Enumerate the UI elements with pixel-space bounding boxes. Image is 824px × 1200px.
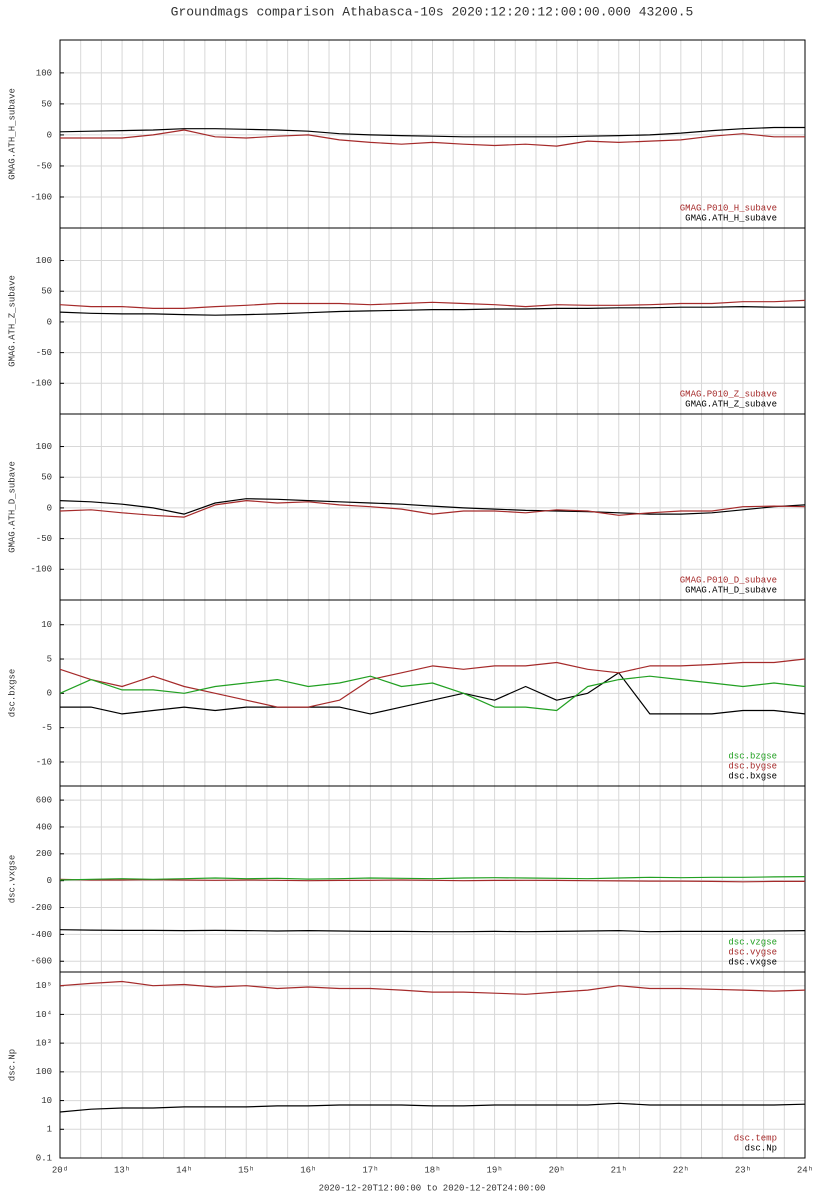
y-tick-label: -600 xyxy=(30,957,52,967)
y-tick-label: 0 xyxy=(47,503,52,513)
y-tick-label: 5 xyxy=(47,654,52,664)
y-tick-label: -100 xyxy=(30,192,52,202)
legend-entry: GMAG.ATH_Z_subave xyxy=(685,399,777,409)
legend-entry: dsc.temp xyxy=(734,1133,777,1143)
y-tick-label: 600 xyxy=(36,795,52,805)
x-tick-label: 24ʰ xyxy=(797,1165,813,1175)
x-tick-label: 20ᵈ xyxy=(52,1165,68,1175)
legend-entry: dsc.bxgse xyxy=(728,771,777,781)
legend-entry: GMAG.ATH_H_subave xyxy=(685,213,777,223)
y-tick-label: -100 xyxy=(30,565,52,575)
y-tick-label: 0 xyxy=(47,689,52,699)
y-tick-label: -50 xyxy=(36,348,52,358)
y-tick-label: -5 xyxy=(41,723,52,733)
chart-title: Groundmags comparison Athabasca-10s 2020… xyxy=(171,4,694,19)
x-tick-label: 19ʰ xyxy=(486,1165,502,1175)
y-tick-label: 400 xyxy=(36,822,52,832)
legend-entry: dsc.vygse xyxy=(728,947,777,957)
x-tick-label: 16ʰ xyxy=(300,1165,316,1175)
legend-entry: dsc.bygse xyxy=(728,761,777,771)
y-tick-label: 10³ xyxy=(36,1039,52,1049)
x-tick-label: 18ʰ xyxy=(424,1165,440,1175)
y-tick-label: 0 xyxy=(47,130,52,140)
legend-entry: GMAG.P010_Z_subave xyxy=(680,389,777,399)
x-tick-label: 17ʰ xyxy=(362,1165,378,1175)
line-series xyxy=(60,672,806,715)
y-tick-label: 100 xyxy=(36,256,52,266)
x-tick-label: 21ʰ xyxy=(611,1165,627,1175)
legend-entry: GMAG.ATH_D_subave xyxy=(685,585,777,595)
y-tick-label: -50 xyxy=(36,534,52,544)
y-axis-label: GMAG.ATH_D_subave xyxy=(7,461,17,553)
line-series xyxy=(59,876,806,881)
line-series xyxy=(59,980,806,995)
line-series xyxy=(59,675,806,712)
y-tick-label: 10 xyxy=(41,620,52,630)
x-tick-label: 22ʰ xyxy=(673,1165,689,1175)
x-tick-label: 23ʰ xyxy=(735,1165,751,1175)
line-series xyxy=(59,878,805,883)
y-tick-label: 0.1 xyxy=(36,1153,52,1163)
line-series xyxy=(60,129,805,147)
x-axis-label: 2020-12-20T12:00:00 to 2020-12-20T24:00:… xyxy=(319,1183,546,1193)
y-tick-label: -100 xyxy=(30,379,52,389)
y-tick-label: 50 xyxy=(41,287,52,297)
y-axis-label: dsc.bxgse xyxy=(7,669,17,718)
y-axis-label: GMAG.ATH_Z_subave xyxy=(7,275,17,367)
panel-frame xyxy=(59,971,806,1159)
legend-entry: GMAG.P010_D_subave xyxy=(680,575,777,585)
legend-entry: dsc.bzgse xyxy=(728,751,777,761)
y-tick-label: 50 xyxy=(41,473,52,483)
y-tick-label: -400 xyxy=(30,930,52,940)
x-tick-label: 14ʰ xyxy=(176,1165,192,1175)
y-tick-label: -200 xyxy=(30,903,52,913)
legend-entry: dsc.Np xyxy=(745,1143,777,1153)
y-tick-label: 0 xyxy=(47,876,52,886)
y-tick-label: 50 xyxy=(41,99,52,109)
x-tick-label: 20ʰ xyxy=(549,1165,565,1175)
y-tick-label: 10 xyxy=(41,1096,52,1106)
legend-entry: dsc.vxgse xyxy=(728,957,777,967)
line-series xyxy=(59,658,806,708)
y-tick-label: -50 xyxy=(36,161,52,171)
x-tick-label: 13ʰ xyxy=(114,1165,130,1175)
y-axis-label: dsc.vxgse xyxy=(7,855,17,904)
y-tick-label: -10 xyxy=(36,757,52,767)
line-series xyxy=(59,1102,806,1113)
y-axis-label: GMAG.ATH_H_subave xyxy=(7,88,17,180)
y-tick-label: 1 xyxy=(47,1125,52,1135)
y-tick-label: 100 xyxy=(36,1067,52,1077)
line-series xyxy=(59,126,805,138)
y-tick-label: 100 xyxy=(36,68,52,78)
line-series xyxy=(59,306,805,316)
legend-entry: GMAG.P010_H_subave xyxy=(680,203,777,213)
line-series xyxy=(59,498,806,515)
line-series xyxy=(59,299,806,309)
line-series xyxy=(59,500,806,518)
y-tick-label: 200 xyxy=(36,849,52,859)
line-series xyxy=(59,929,806,933)
y-tick-label: 100 xyxy=(36,442,52,452)
y-axis-label: dsc.Np xyxy=(7,1049,17,1081)
y-tick-label: 10⁵ xyxy=(36,981,52,991)
y-tick-label: 10⁴ xyxy=(36,1009,52,1020)
legend-entry: dsc.vzgse xyxy=(728,937,777,947)
x-tick-label: 15ʰ xyxy=(238,1165,254,1175)
y-tick-label: 0 xyxy=(47,317,52,327)
